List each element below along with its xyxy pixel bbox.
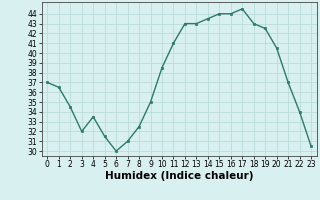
- X-axis label: Humidex (Indice chaleur): Humidex (Indice chaleur): [105, 171, 253, 181]
